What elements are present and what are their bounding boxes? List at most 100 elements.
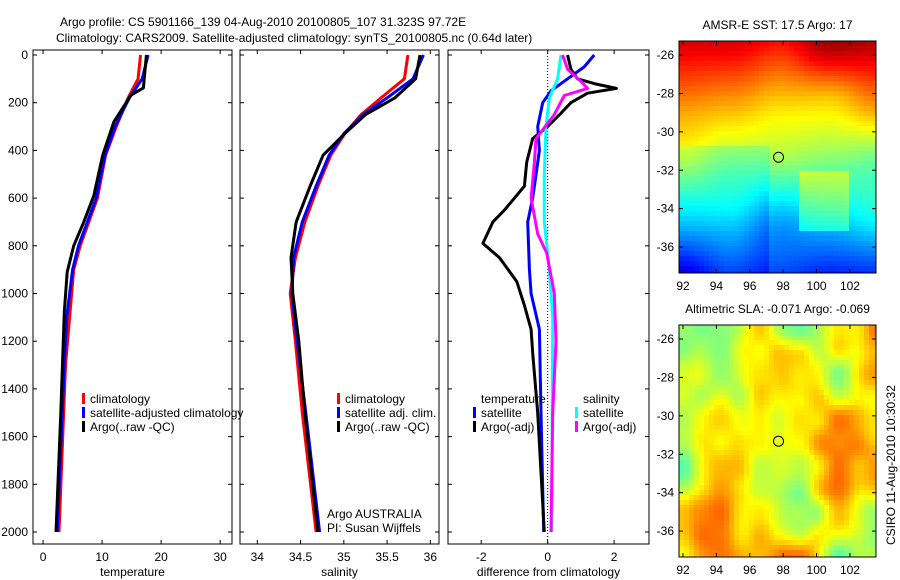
map-title: Altimetric SLA: -0.071 Argo: -0.069: [685, 302, 870, 316]
y-tick-label: -32: [657, 163, 675, 177]
argo-location-marker: [773, 151, 785, 163]
x-axis-label: difference from climatology: [477, 565, 620, 579]
legend-swatch: [473, 407, 476, 418]
x-tick-label: 2: [611, 550, 618, 564]
profile-panel-2: 34 34.5 35 35.5 36 salinity climatologysatelli…: [239, 49, 440, 579]
legend-swatch: [82, 393, 85, 404]
axes-frame: [239, 49, 440, 545]
legend-label: climatology: [90, 392, 150, 406]
x-axis-label: salinity: [321, 565, 358, 579]
credit-line2: PI: Susan Wijffels: [327, 521, 421, 535]
y-tick-label: -26: [657, 332, 675, 346]
legend-label: Argo(-adj): [481, 420, 534, 434]
legend-header-salinity: salinity: [583, 392, 620, 406]
legend-header-temperature: temperature: [481, 392, 546, 406]
y-tick-label: 400: [8, 143, 28, 157]
legend-swatch: [473, 421, 476, 432]
x-tick-label: 94: [710, 563, 724, 577]
y-tick-label: -34: [657, 202, 675, 216]
y-tick-label: -30: [657, 409, 675, 423]
legend-swatch: [575, 407, 578, 418]
x-tick-label: 35: [337, 550, 351, 564]
y-tick-label: 1600: [1, 430, 28, 444]
credit-line1: Argo AUSTRALIA: [327, 507, 422, 521]
series-line-temperature-argo-adj-: [481, 54, 618, 533]
x-tick-label: 35.5: [375, 550, 399, 564]
map-frame: [678, 324, 877, 558]
profile-panel-1: 0 10 20 30 temperature 0 200 400 600 800 1000 1200 1…: [1, 48, 243, 579]
x-tick-label: 96: [743, 279, 757, 293]
legend-swatch: [337, 407, 340, 418]
x-tick-label: 20: [154, 550, 168, 564]
x-tick-label: 34.5: [289, 550, 313, 564]
sla-map-panel: Altimetric SLA: -0.071 Argo: -0.069 92 94 9…: [657, 302, 877, 577]
x-tick-label: 36: [424, 550, 438, 564]
figure-title-line1: Argo profile: CS 5901166_139 04-Aug-2010…: [60, 15, 466, 29]
sst-map-field: [679, 41, 876, 273]
legend-swatch: [337, 393, 340, 404]
footer-stamp: CSIRO 11-Aug-2010 10:30:32: [884, 385, 898, 545]
x-tick-label: 100: [807, 279, 827, 293]
x-tick-label: 92: [676, 563, 690, 577]
map-title: AMSR-E SST: 17.5 Argo: 17: [702, 18, 852, 32]
series-line-satellite-adjusted-climatology: [55, 54, 150, 533]
axes-frame: [447, 49, 650, 545]
x-tick-label: 0: [40, 550, 47, 564]
y-tick-label: -36: [657, 240, 675, 254]
x-tick-label: 0: [544, 550, 551, 564]
legend-label: Argo(-adj): [583, 420, 636, 434]
series-line-climatology: [57, 54, 142, 533]
legend-label: satellite adj. clim.: [345, 406, 436, 420]
x-tick-label: 98: [776, 279, 790, 293]
y-tick-label: 800: [8, 239, 28, 253]
y-tick-label: 0: [21, 48, 28, 62]
series-line-climatology: [288, 54, 410, 533]
y-tick-label: 600: [8, 191, 28, 205]
legend-swatch: [82, 407, 85, 418]
argo-location-marker: [773, 435, 785, 447]
x-tick-label: 34: [251, 550, 265, 564]
series-line-satellite-adj-clim-: [290, 54, 425, 533]
y-tick-label: -34: [657, 486, 675, 500]
x-tick-label: -2: [476, 550, 487, 564]
y-tick-label: -32: [657, 447, 675, 461]
map-frame: [678, 40, 877, 274]
legend-label: satellite-adjusted climatology: [90, 406, 243, 420]
y-tick-label: 1800: [1, 477, 28, 491]
axes-frame: [32, 49, 233, 545]
x-tick-label: 98: [776, 563, 790, 577]
legend-label: Argo(..raw -QC): [90, 420, 175, 434]
series-line-salinity-satellite: [542, 54, 563, 533]
y-tick-label: -36: [657, 524, 675, 538]
x-tick-label: 10: [95, 550, 109, 564]
x-tick-label: 30: [214, 550, 228, 564]
series-line-temperature-satellite: [526, 54, 596, 533]
series-line-argo-raw-qc-: [289, 54, 422, 533]
x-tick-label: 96: [743, 563, 757, 577]
y-tick-label: 200: [8, 96, 28, 110]
series-line-salinity-argo-adj-: [529, 54, 589, 533]
x-tick-label: 100: [807, 563, 827, 577]
y-tick-label: 1000: [1, 287, 28, 301]
legend-label: climatology: [345, 392, 405, 406]
y-tick-label: -30: [657, 125, 675, 139]
legend-swatch: [575, 421, 578, 432]
x-tick-label: 92: [676, 279, 690, 293]
legend-label: satellite: [583, 406, 624, 420]
sst-map-panel: AMSR-E SST: 17.5 Argo: 17 92 94 96 98 100 102 -…: [657, 18, 877, 293]
y-tick-label: 1200: [1, 334, 28, 348]
figure-title-line2: Climatology: CARS2009. Satellite-adjuste…: [56, 31, 532, 45]
y-tick-label: 2000: [1, 525, 28, 539]
x-axis-label: temperature: [100, 565, 165, 579]
y-tick-label: -28: [657, 86, 675, 100]
legend-swatch: [82, 421, 85, 432]
sla-map-field: [679, 325, 876, 557]
legend-swatch: [337, 421, 340, 432]
x-tick-label: 102: [840, 563, 860, 577]
legend-label: satellite: [481, 406, 522, 420]
y-tick-label: -26: [657, 48, 675, 62]
legend-label: Argo(..raw -QC): [345, 420, 430, 434]
series-line-argo-raw-qc-: [54, 54, 148, 533]
